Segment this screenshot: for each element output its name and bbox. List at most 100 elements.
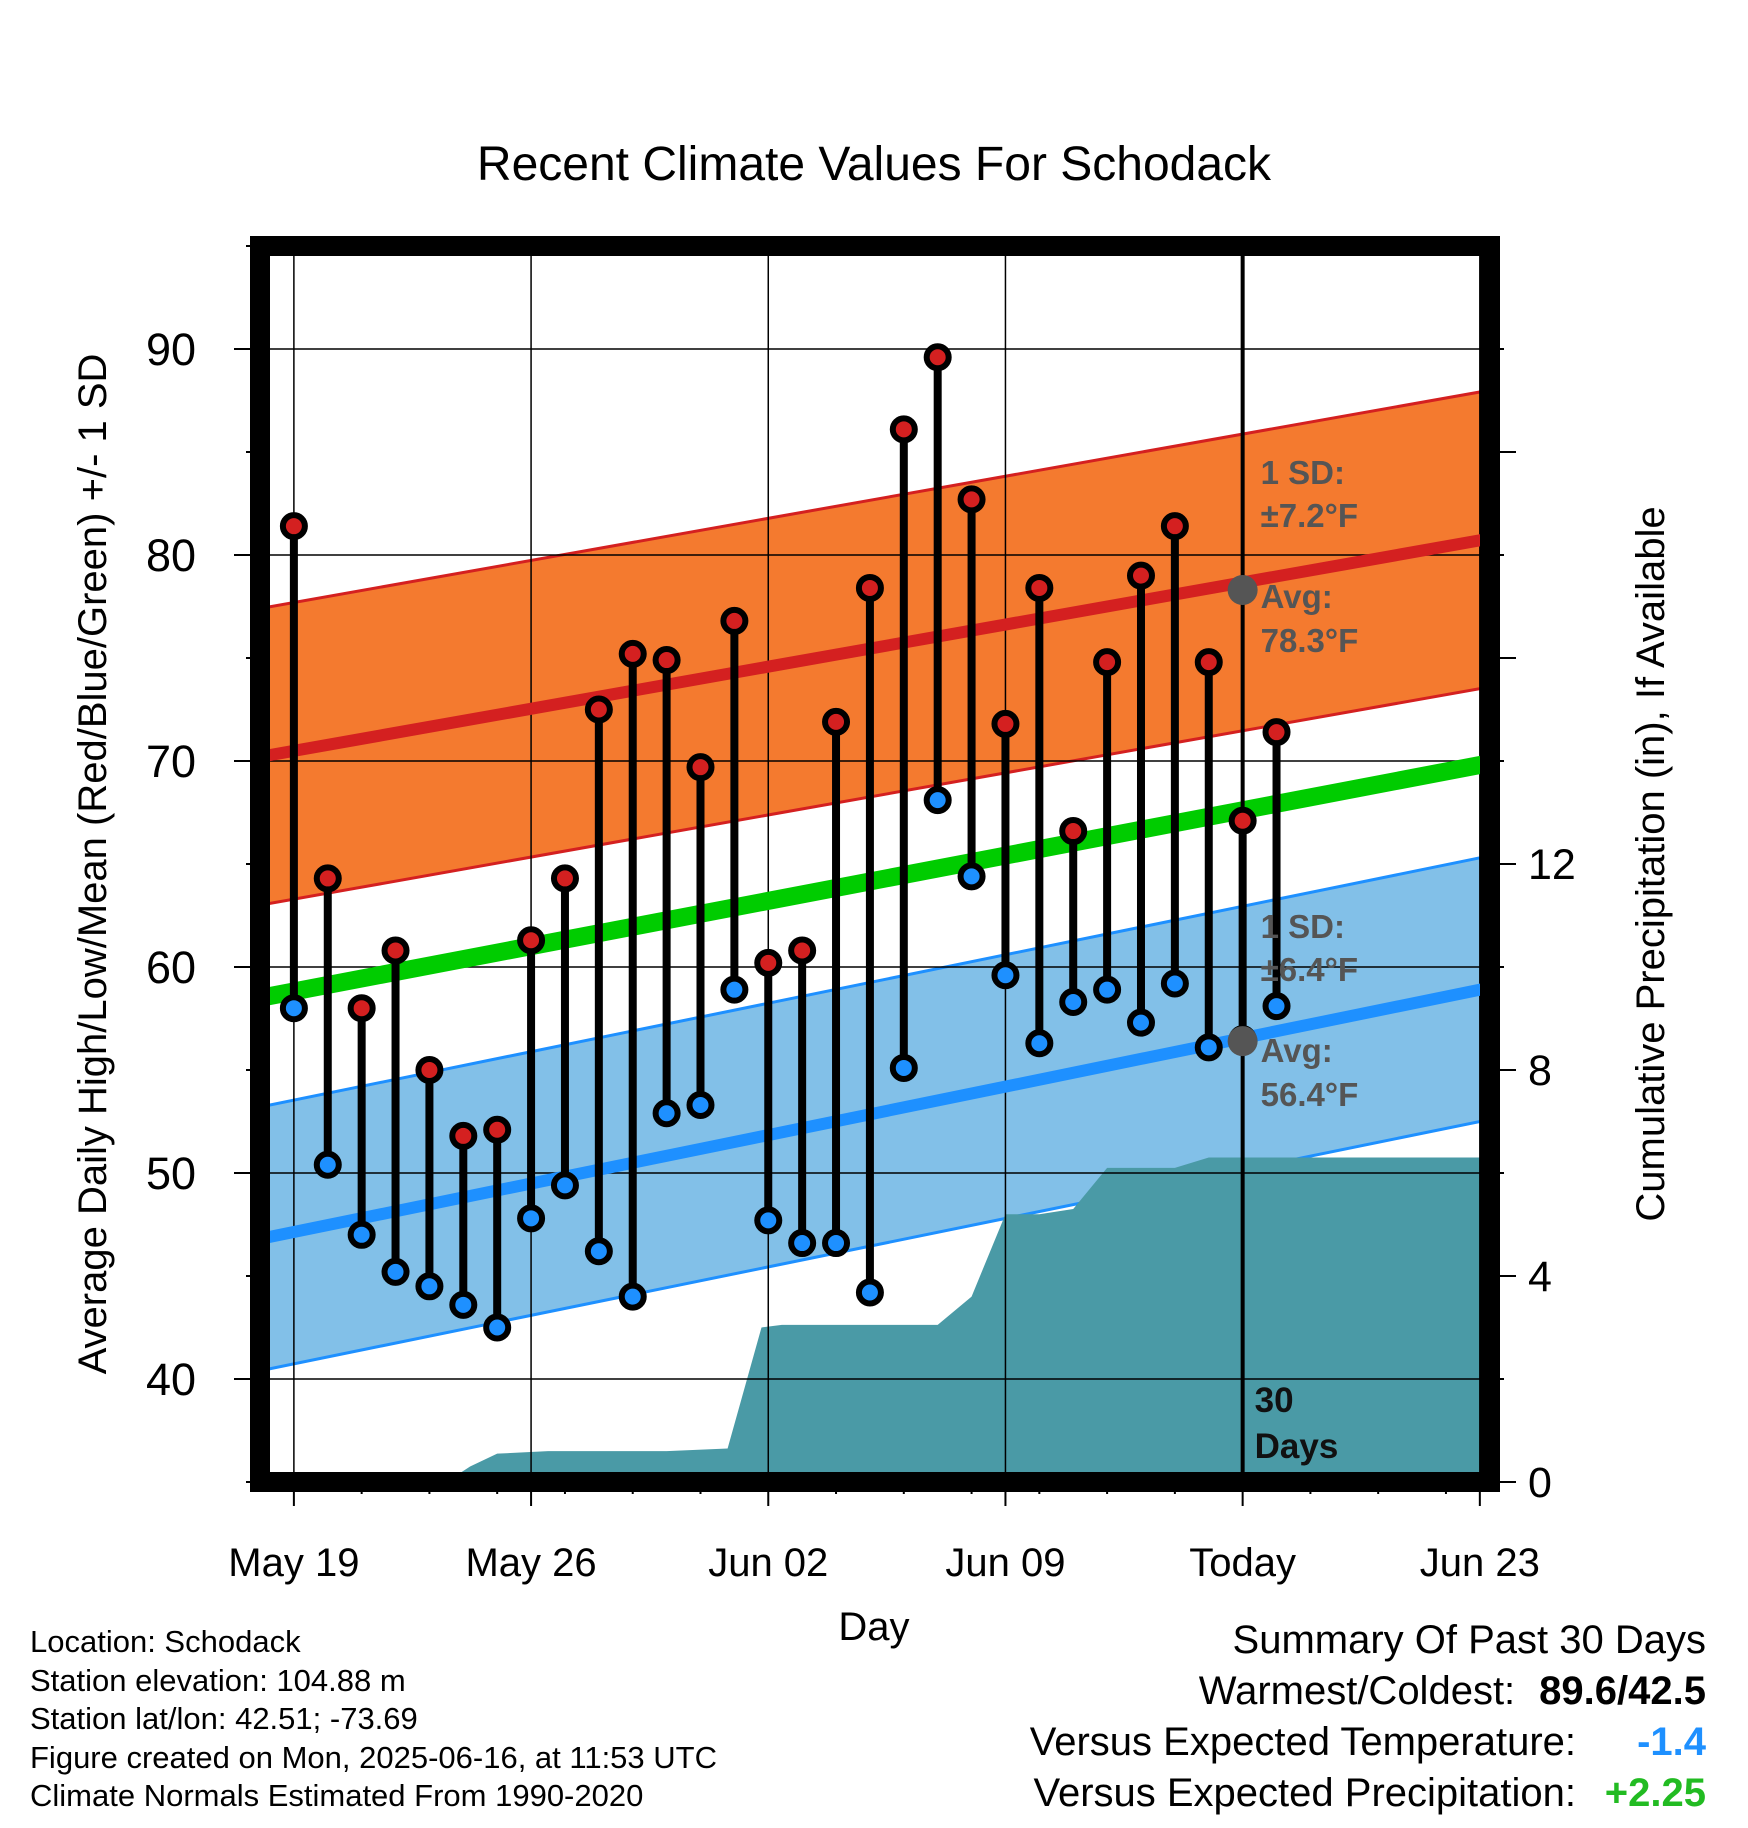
daily-low-point: [1093, 975, 1122, 1004]
y2-axis-title: Cumulative Precipitation (in), If Availa…: [1629, 506, 1673, 1221]
daily-low-point: [483, 1313, 512, 1342]
daily-high-point: [788, 936, 817, 965]
high-avg-value: 78.3°F: [1261, 622, 1359, 659]
normal-high-line: [260, 532, 1490, 763]
daily-low-point: [449, 1290, 478, 1319]
daily-high-point: [686, 753, 715, 782]
daily-high-point: [584, 695, 613, 724]
daily-high-point: [889, 415, 918, 444]
low-sd-label: 1 SD:: [1261, 908, 1345, 945]
low-sd-value: ±6.4°F: [1261, 951, 1358, 988]
y-tick-label: 70: [146, 736, 196, 787]
daily-low-point: [1160, 969, 1189, 998]
latlon-text: Station lat/lon: 42.51; -73.69: [30, 1701, 418, 1736]
summary-heading: Summary Of Past 30 Days: [1232, 1618, 1706, 1662]
daily-low-point: [381, 1257, 410, 1286]
daily-low-point: [313, 1150, 342, 1179]
daily-low-point: [347, 1220, 376, 1249]
daily-low-point: [923, 786, 952, 815]
low-avg-value: 56.4°F: [1261, 1076, 1359, 1113]
daily-high-point: [923, 343, 952, 372]
daily-high-point: [550, 864, 579, 893]
days-count-label: 30: [1255, 1381, 1294, 1420]
daily-low-point: [1025, 1029, 1054, 1058]
temp-deviation-value: -1.4: [1637, 1720, 1706, 1764]
y-tick-label: 50: [146, 1148, 196, 1199]
precip-deviation-label: Versus Expected Precipitation:: [1033, 1771, 1576, 1815]
daily-high-point: [618, 639, 647, 668]
daily-high-point: [855, 573, 884, 602]
daily-high-point: [991, 709, 1020, 738]
daily-high-point: [517, 926, 546, 955]
y-tick-label: 60: [146, 942, 196, 993]
y-tick-label: 80: [146, 530, 196, 581]
y2-tick-label: 4: [1528, 1253, 1552, 1301]
temp-deviation-label: Versus Expected Temperature:: [1029, 1720, 1576, 1764]
station-info: Location: Schodack Station elevation: 10…: [30, 1623, 717, 1816]
daily-high-point: [449, 1121, 478, 1150]
y2-tick-label: 8: [1528, 1047, 1552, 1095]
x-tick-label: Jun 02: [708, 1541, 828, 1585]
daily-low-point: [279, 994, 308, 1023]
daily-high-point: [415, 1056, 444, 1084]
plot-area: [260, 246, 1490, 1482]
precip-deviation-row: Versus Expected Precipitation: +2.25: [1030, 1768, 1706, 1819]
y2-tick-label: 12: [1528, 841, 1576, 889]
location-text: Location: Schodack: [30, 1624, 301, 1659]
daily-low-point: [1126, 1008, 1155, 1037]
high-avg-label: Avg:: [1261, 578, 1333, 615]
daily-low-point: [618, 1282, 647, 1311]
x-tick-label: Jun 23: [1420, 1541, 1540, 1585]
days-word-label: Days: [1255, 1427, 1339, 1466]
daily-high-point: [313, 864, 342, 893]
y-axis-title: Average Daily High/Low/Mean (Red/Blue/Gr…: [71, 354, 115, 1375]
daily-high-point: [1194, 648, 1223, 677]
summary-panel: Summary Of Past 30 Days Warmest/Coldest:…: [1030, 1615, 1706, 1819]
daily-high-point: [652, 646, 681, 675]
normal-mean-line: [260, 754, 1490, 1007]
x-tick-label: Today: [1189, 1541, 1296, 1585]
daily-low-point: [889, 1053, 918, 1082]
daily-low-point: [1262, 992, 1291, 1021]
daily-low-point: [415, 1272, 444, 1301]
daily-high-point: [347, 994, 376, 1023]
normals-text: Climate Normals Estimated From 1990-2020: [30, 1778, 644, 1813]
daily-high-point: [1126, 561, 1155, 590]
daily-low-point: [1194, 1033, 1223, 1062]
cumulative-precip-area: [446, 1157, 1480, 1482]
temp-deviation-row: Versus Expected Temperature: -1.4: [1030, 1717, 1706, 1768]
y-tick-label: 40: [146, 1354, 196, 1405]
precip-deviation-value: +2.25: [1604, 1771, 1706, 1815]
daily-low-point: [584, 1237, 613, 1266]
daily-low-point: [822, 1229, 851, 1258]
warm-cold-label: Warmest/Coldest:: [1198, 1669, 1516, 1713]
daily-low-point: [788, 1229, 817, 1258]
daily-low-point: [991, 961, 1020, 990]
daily-low-point: [855, 1278, 884, 1307]
x-axis-title: Day: [838, 1605, 909, 1649]
x-tick-label: Jun 09: [945, 1541, 1065, 1585]
today-low-avg-marker: [1227, 1026, 1258, 1057]
daily-low-point: [550, 1171, 579, 1200]
daily-low-point: [686, 1091, 715, 1120]
warm-cold-row: Warmest/Coldest: 89.6/42.5: [1030, 1666, 1706, 1717]
daily-high-point: [754, 948, 783, 977]
x-tick-label: May 26: [465, 1541, 596, 1585]
daily-low-point: [1059, 988, 1088, 1017]
daily-high-point: [381, 936, 410, 965]
created-text: Figure created on Mon, 2025-06-16, at 11…: [30, 1739, 717, 1775]
daily-high-point: [1228, 806, 1257, 835]
elevation-text: Station elevation: 104.88 m: [30, 1662, 406, 1698]
daily-low-point: [957, 862, 986, 891]
y-tick-label: 90: [146, 324, 196, 375]
chart-title: Recent Climate Values For Schodack: [477, 138, 1272, 191]
daily-low-point: [652, 1099, 681, 1128]
daily-high-point: [720, 606, 749, 635]
y2-tick-label: 0: [1528, 1459, 1552, 1507]
daily-high-point: [1262, 718, 1291, 747]
daily-high-point: [279, 512, 308, 541]
daily-high-point: [1160, 512, 1189, 541]
daily-low-point: [754, 1206, 783, 1235]
daily-low-point: [720, 975, 749, 1004]
